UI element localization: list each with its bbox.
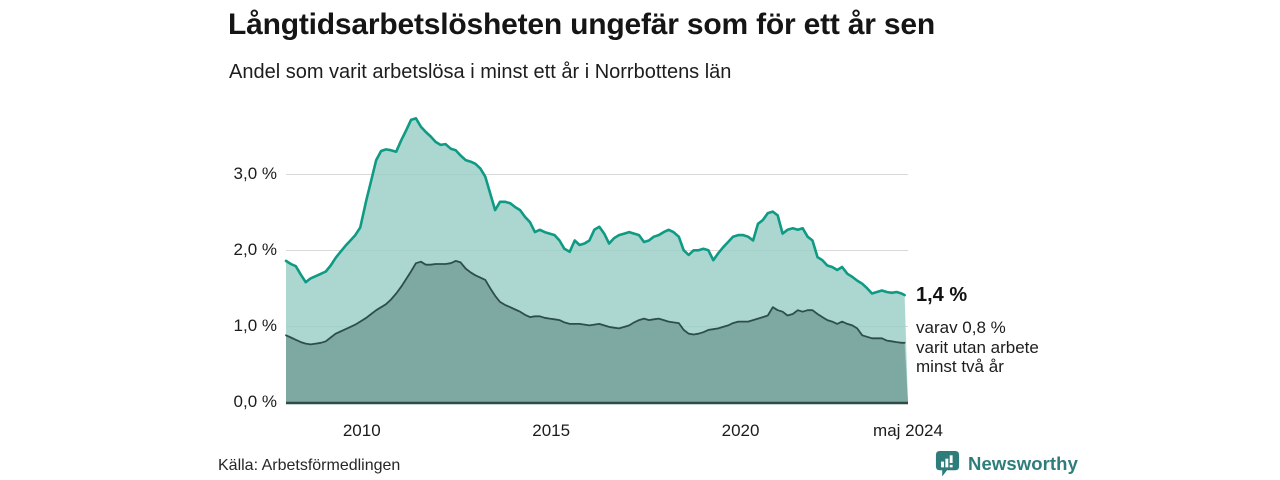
page-title: Långtidsarbetslösheten ungefär som för e… <box>228 8 936 41</box>
series-annotation: varav 0,8 % varit utan arbete minst två … <box>916 318 1039 377</box>
source-credit: Källa: Arbetsförmedlingen <box>218 457 401 474</box>
latest-value-label: 1,4 % <box>916 284 968 307</box>
annotation-line: varit utan arbete <box>916 337 1039 357</box>
y-tick-label: 2,0 % <box>233 240 277 260</box>
y-tick-label: 1,0 % <box>233 316 277 336</box>
annotation-line: varav 0,8 % <box>916 318 1006 338</box>
x-tick-label: 2010 <box>342 421 381 440</box>
line-series-0 <box>284 117 906 297</box>
x-tick-label: 2020 <box>721 421 760 440</box>
x-tick-label: 2015 <box>532 421 571 440</box>
brand-wordmark: Newsworthy <box>968 452 1078 474</box>
area-fill-series-1 <box>286 260 908 402</box>
annotation-line: minst två år <box>916 357 1004 377</box>
y-tick-label: 3,0 % <box>233 164 277 184</box>
newsworthy-speech-bubble-bars-icon <box>935 450 960 477</box>
x-tick-label: maj 2024 <box>873 421 943 440</box>
line-series-1 <box>285 260 906 346</box>
y-tick-label: 0,0 % <box>233 392 277 411</box>
chart-subtitle: Andel som varit arbetslösa i minst ett å… <box>229 61 732 83</box>
newsworthy-logo[interactable]: Newsworthy <box>934 449 1078 478</box>
